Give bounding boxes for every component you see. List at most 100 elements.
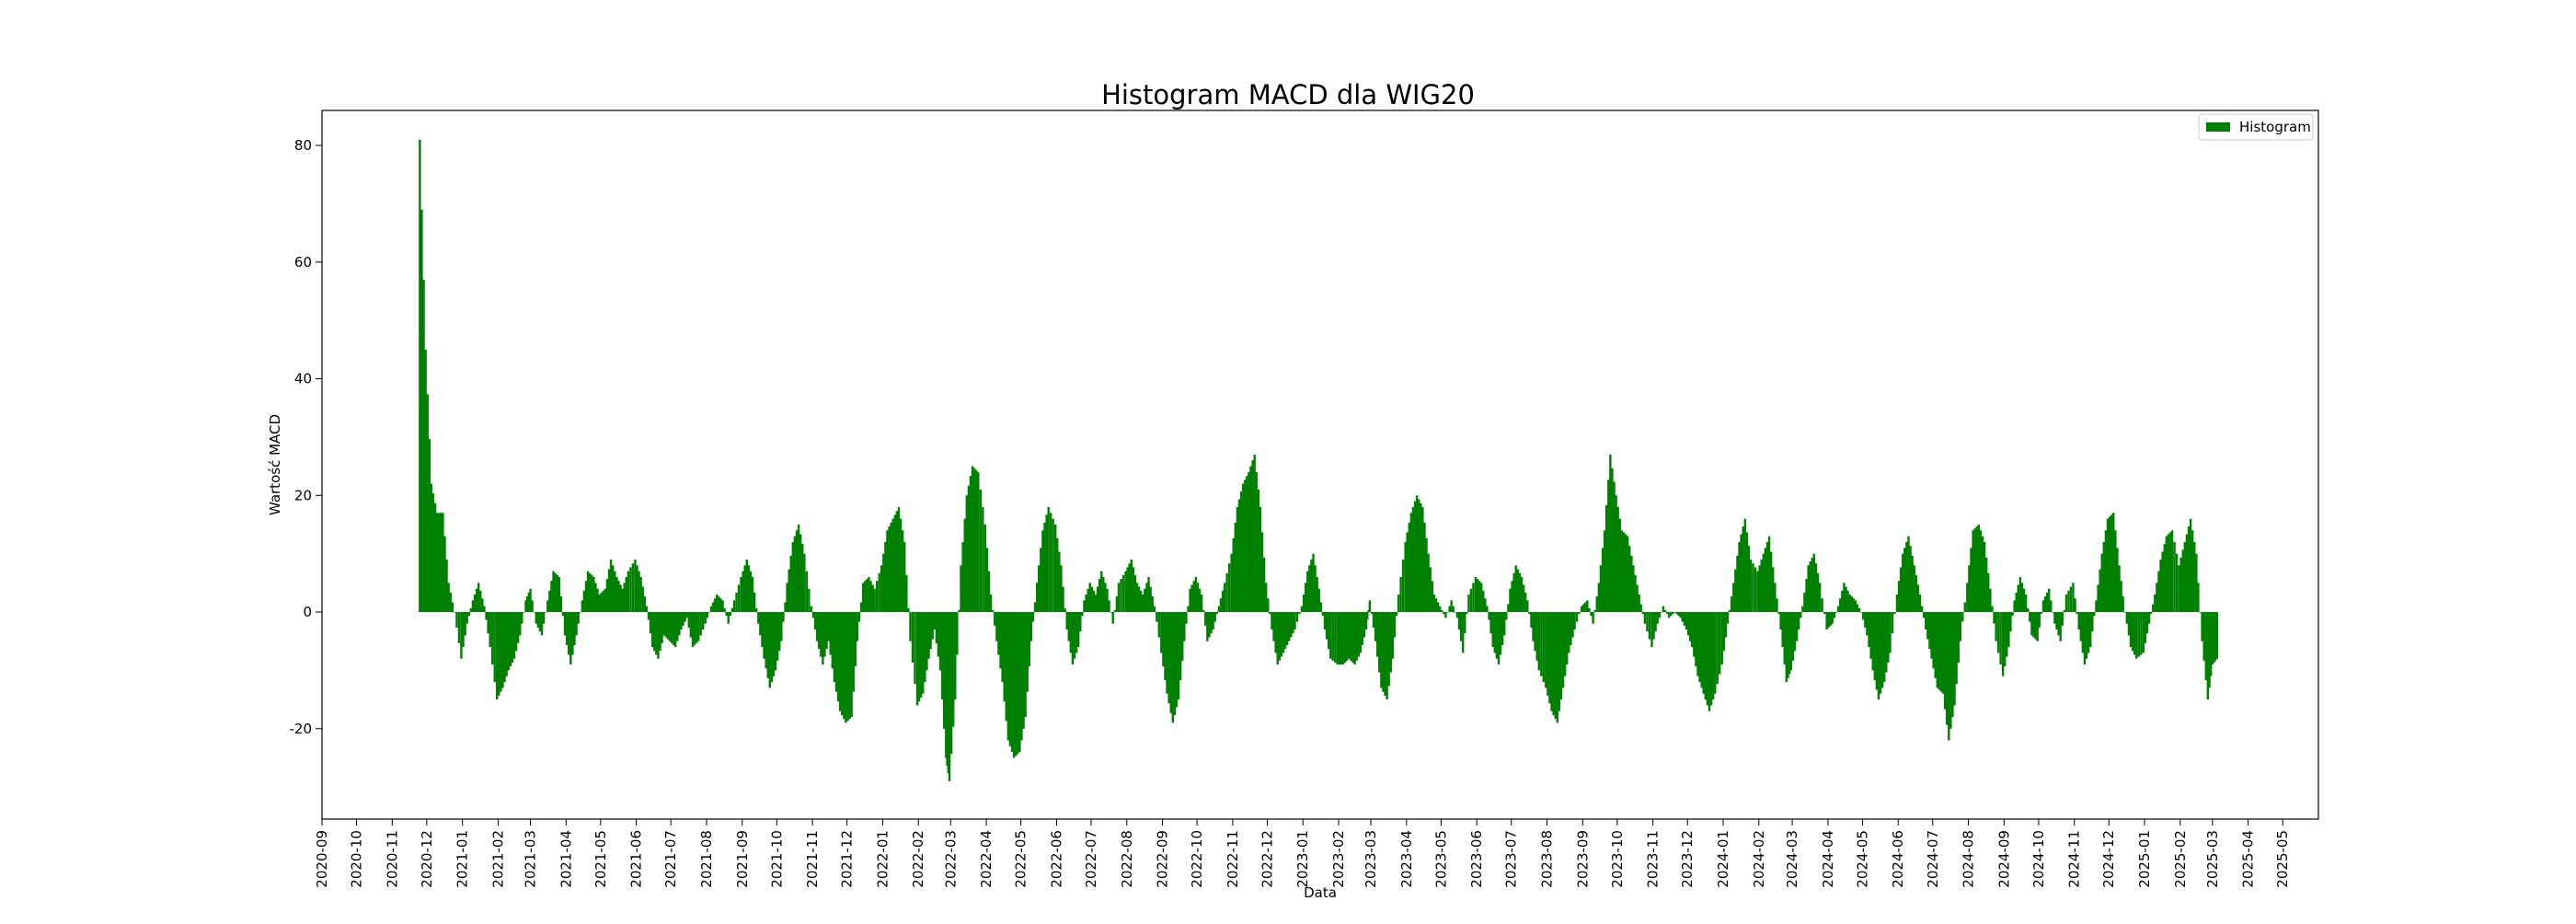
histogram-bar: [650, 612, 654, 648]
histogram-bar: [1946, 612, 1949, 725]
histogram-bar: [1932, 612, 1935, 669]
histogram-bar: [1469, 588, 1473, 613]
histogram-bar: [1098, 579, 1101, 613]
histogram-bar: [538, 612, 542, 632]
histogram-bar: [438, 513, 441, 613]
histogram-bar: [1616, 506, 1619, 613]
histogram-bar: [1959, 612, 1961, 641]
histogram-bar: [1087, 588, 1089, 613]
histogram-bar: [548, 590, 551, 613]
histogram-bar: [1115, 596, 1119, 613]
histogram-bar: [983, 524, 987, 613]
histogram-bar: [1257, 489, 1260, 613]
x-tick-label: 2023-12: [1679, 830, 1696, 888]
histogram-bar: [1639, 604, 1642, 613]
histogram-bar: [1338, 612, 1341, 665]
histogram-bar: [1879, 612, 1882, 694]
x-tick-label: 2020-11: [384, 830, 400, 888]
histogram-bar: [1658, 612, 1661, 618]
histogram-bar: [1524, 592, 1527, 613]
x-tick-label: 2022-01: [874, 830, 891, 888]
histogram-bar: [1897, 581, 1901, 613]
histogram-bar: [2110, 514, 2113, 613]
x-tick-label: 2023-11: [1645, 830, 1662, 888]
histogram-bar: [2009, 612, 2012, 632]
histogram-bar: [1276, 612, 1279, 665]
histogram-bar: [2179, 557, 2182, 613]
histogram-bar: [1811, 557, 1813, 613]
plot-frame: [321, 110, 2319, 820]
histogram-bar: [1317, 588, 1320, 613]
histogram-bar: [723, 607, 726, 613]
histogram-bar: [895, 511, 899, 613]
histogram-bar: [1321, 612, 1325, 617]
histogram-bar: [1812, 553, 1816, 613]
histogram-bar: [2106, 518, 2110, 613]
histogram-bar: [1450, 600, 1453, 613]
histogram-bar: [2003, 612, 2007, 667]
histogram-bar: [1325, 612, 1328, 640]
histogram-bar: [588, 572, 592, 613]
histogram-bar: [467, 612, 470, 617]
histogram-bar: [1552, 612, 1555, 715]
histogram-bar: [1695, 612, 1697, 667]
histogram-bar: [1827, 612, 1830, 628]
histogram-bar: [1058, 551, 1061, 613]
histogram-bar: [1476, 579, 1479, 613]
histogram-bar: [1232, 537, 1235, 613]
histogram-bar: [573, 612, 576, 645]
histogram-bar: [2050, 600, 2053, 613]
histogram-bar: [1132, 567, 1135, 613]
histogram-bar: [1290, 612, 1293, 638]
x-tick-label: 2023-04: [1398, 830, 1415, 888]
histogram-bar: [666, 612, 670, 640]
histogram-bar: [1323, 612, 1327, 630]
y-tick-label: 0: [303, 604, 312, 620]
histogram-bar: [1706, 612, 1709, 706]
histogram-bar: [1173, 612, 1177, 715]
histogram-bar: [1040, 548, 1042, 613]
histogram-bar: [1667, 612, 1671, 618]
histogram-bar: [1017, 612, 1019, 755]
x-tick-label: 2021-05: [592, 830, 609, 888]
legend-box: [2198, 113, 2314, 141]
x-tick-label: 2025-01: [2136, 830, 2153, 888]
histogram-bar: [1774, 583, 1777, 613]
histogram-bar: [1149, 586, 1152, 613]
histogram-bar: [569, 612, 572, 665]
histogram-bar: [1961, 612, 1964, 622]
histogram-bar: [2152, 604, 2155, 613]
histogram-bar: [1251, 460, 1254, 613]
histogram-bar: [1686, 612, 1690, 636]
histogram-bar: [1895, 595, 1899, 613]
histogram-bar: [1215, 612, 1218, 615]
histogram-bar: [1955, 612, 1958, 685]
histogram-bar: [742, 571, 744, 613]
x-tick-label: 2025-04: [2240, 830, 2257, 888]
histogram-bar: [615, 577, 618, 613]
histogram-bar: [1970, 548, 1972, 613]
histogram-bar: [533, 612, 535, 613]
histogram-bar: [888, 526, 891, 613]
histogram-bar: [943, 612, 946, 729]
histogram-bar: [1491, 612, 1494, 648]
chart-title: Histogram MACD dla WIG20: [1101, 79, 1475, 110]
histogram-bar: [1111, 612, 1114, 624]
histogram-bar: [1081, 612, 1084, 617]
histogram-bar: [2149, 612, 2153, 615]
histogram-bar: [689, 612, 693, 638]
histogram-bar: [737, 584, 741, 613]
histogram-bar: [2133, 612, 2136, 655]
histogram-bar: [1814, 563, 1818, 613]
histogram-bar: [1331, 612, 1334, 661]
histogram-bar: [1915, 574, 1918, 613]
legend-swatch: [2206, 122, 2230, 132]
histogram-bar: [1537, 612, 1540, 671]
histogram-bar: [2053, 612, 2056, 624]
histogram-bar: [1709, 612, 1713, 706]
histogram-bar: [695, 612, 698, 643]
histogram-bar: [1397, 595, 1400, 613]
histogram-bar: [846, 612, 849, 722]
histogram-bar: [1788, 612, 1791, 675]
histogram-bar: [1862, 612, 1865, 620]
